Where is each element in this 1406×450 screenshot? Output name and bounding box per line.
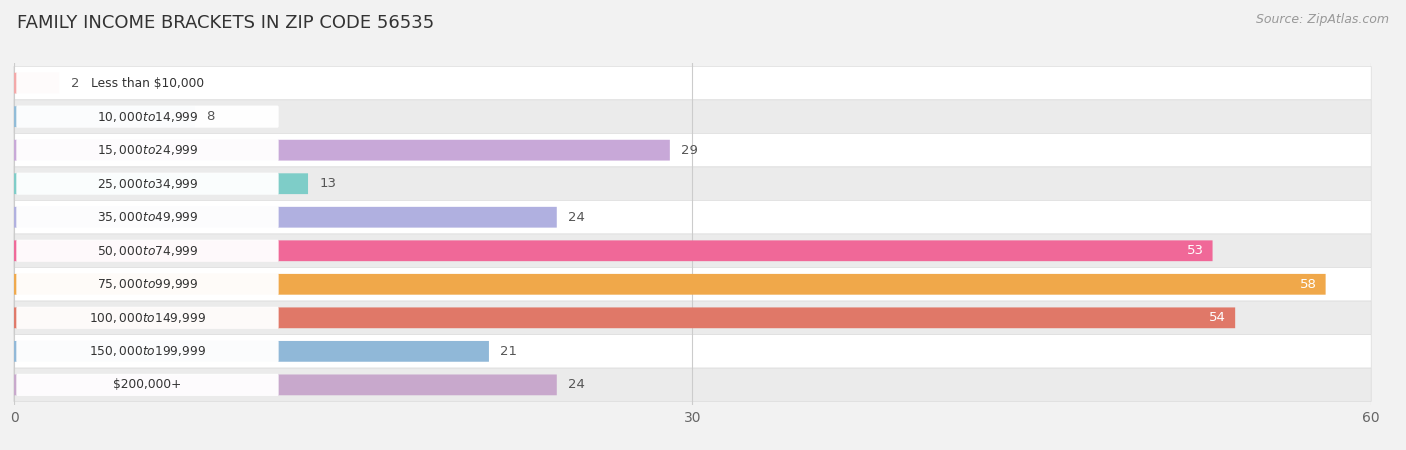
FancyBboxPatch shape [17, 340, 278, 362]
FancyBboxPatch shape [17, 273, 278, 295]
FancyBboxPatch shape [14, 106, 195, 127]
Text: $150,000 to $199,999: $150,000 to $199,999 [89, 344, 207, 358]
Text: $50,000 to $74,999: $50,000 to $74,999 [97, 244, 198, 258]
FancyBboxPatch shape [14, 133, 1371, 167]
FancyBboxPatch shape [17, 173, 278, 195]
FancyBboxPatch shape [14, 268, 1371, 301]
FancyBboxPatch shape [17, 307, 278, 329]
Text: 58: 58 [1299, 278, 1316, 291]
FancyBboxPatch shape [17, 106, 278, 128]
Text: $200,000+: $200,000+ [114, 378, 181, 392]
Text: 21: 21 [501, 345, 517, 358]
Text: $35,000 to $49,999: $35,000 to $49,999 [97, 210, 198, 224]
Text: 24: 24 [568, 378, 585, 392]
Text: 8: 8 [207, 110, 215, 123]
FancyBboxPatch shape [17, 139, 278, 161]
Text: $15,000 to $24,999: $15,000 to $24,999 [97, 143, 198, 157]
FancyBboxPatch shape [14, 374, 557, 395]
FancyBboxPatch shape [14, 140, 669, 161]
FancyBboxPatch shape [14, 73, 59, 94]
Text: Less than $10,000: Less than $10,000 [91, 76, 204, 90]
Text: 54: 54 [1209, 311, 1226, 324]
FancyBboxPatch shape [14, 335, 1371, 368]
FancyBboxPatch shape [14, 368, 1371, 402]
FancyBboxPatch shape [14, 207, 557, 228]
FancyBboxPatch shape [14, 341, 489, 362]
FancyBboxPatch shape [14, 307, 1234, 328]
Text: Source: ZipAtlas.com: Source: ZipAtlas.com [1256, 14, 1389, 27]
Text: 13: 13 [319, 177, 336, 190]
Text: $75,000 to $99,999: $75,000 to $99,999 [97, 277, 198, 291]
FancyBboxPatch shape [14, 240, 1212, 261]
FancyBboxPatch shape [14, 100, 1371, 133]
FancyBboxPatch shape [17, 206, 278, 228]
FancyBboxPatch shape [14, 167, 1371, 200]
FancyBboxPatch shape [17, 240, 278, 262]
Text: 29: 29 [681, 144, 697, 157]
FancyBboxPatch shape [14, 66, 1371, 100]
FancyBboxPatch shape [14, 234, 1371, 268]
Text: 2: 2 [70, 76, 79, 90]
Text: FAMILY INCOME BRACKETS IN ZIP CODE 56535: FAMILY INCOME BRACKETS IN ZIP CODE 56535 [17, 14, 434, 32]
FancyBboxPatch shape [14, 200, 1371, 234]
FancyBboxPatch shape [14, 173, 308, 194]
Text: 24: 24 [568, 211, 585, 224]
FancyBboxPatch shape [14, 274, 1326, 295]
FancyBboxPatch shape [17, 72, 278, 94]
FancyBboxPatch shape [14, 301, 1371, 335]
Text: $100,000 to $149,999: $100,000 to $149,999 [89, 311, 207, 325]
Text: $10,000 to $14,999: $10,000 to $14,999 [97, 110, 198, 124]
Text: 53: 53 [1187, 244, 1204, 257]
Text: $25,000 to $34,999: $25,000 to $34,999 [97, 177, 198, 191]
FancyBboxPatch shape [17, 374, 278, 396]
